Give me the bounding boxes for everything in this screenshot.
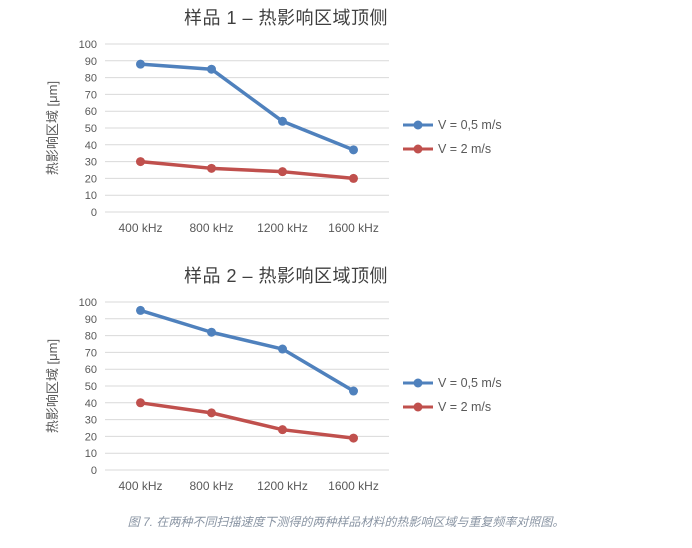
data-point (349, 145, 358, 155)
data-point (207, 64, 216, 74)
y-tick-label: 40 (85, 398, 97, 410)
x-tick-label: 400 kHz (118, 479, 162, 493)
chart-title-sample-2: 样品 2 – 热影响区域顶侧 (183, 266, 389, 286)
chart-sample-1: 样品 1 – 热影响区域顶侧 0 10 20 30 40 50 60 70 80 90 100 热影响… (0, 0, 692, 252)
chart-title-sample-1: 样品 1 – 热影响区域顶侧 (183, 8, 389, 28)
data-point (136, 59, 145, 69)
y-tick-label: 50 (85, 123, 97, 135)
x-tick-label: 1600 kHz (328, 479, 379, 493)
y-tick-label: 70 (85, 347, 97, 359)
chart-sample-2: 样品 2 – 热影响区域顶侧 0 10 20 30 40 50 60 70 80 90 100 热影响… (0, 258, 692, 510)
x-tick-label: 1600 kHz (328, 221, 379, 235)
x-tick-label: 800 kHz (189, 479, 233, 493)
x-tick-label: 800 kHz (189, 221, 233, 235)
data-point (136, 157, 145, 167)
y-tick-label: 10 (85, 448, 97, 460)
line-chart-sample-2: 0 10 20 30 40 50 60 70 80 90 100 热影响区域 [μm] 400 kHz 8… (45, 297, 502, 493)
y-tick-label: 30 (85, 415, 97, 427)
y-axis-title: 热影响区域 [μm] (45, 339, 60, 433)
y-tick-label: 60 (85, 106, 97, 118)
y-tick-label: 0 (91, 465, 97, 477)
y-tick-label: 70 (85, 89, 97, 101)
y-tick-label: 10 (85, 190, 97, 202)
y-tick-label: 100 (79, 297, 97, 309)
line-chart-sample-1: 0 10 20 30 40 50 60 70 80 90 100 热影响区域 [μm] 400 kHz 8… (45, 39, 502, 235)
legend-label: V = 0,5 m/s (438, 376, 502, 390)
data-point (349, 386, 358, 396)
legend-marker (413, 402, 423, 412)
y-tick-label: 0 (91, 207, 97, 219)
data-point (278, 344, 287, 354)
y-tick-label: 30 (85, 157, 97, 169)
data-point (136, 305, 145, 315)
legend-label: V = 2 m/s (438, 142, 491, 156)
legend-label: V = 2 m/s (438, 400, 491, 414)
data-point (136, 398, 145, 408)
data-point (349, 173, 358, 183)
data-point (207, 327, 216, 337)
y-tick-label: 40 (85, 140, 97, 152)
y-axis-title: 热影响区域 [μm] (45, 81, 60, 175)
data-point (207, 408, 216, 418)
y-tick-label: 80 (85, 73, 97, 85)
data-point (278, 425, 287, 435)
legend-marker (413, 144, 423, 154)
x-tick-label: 1200 kHz (257, 221, 308, 235)
x-tick-label: 1200 kHz (257, 479, 308, 493)
series-line (138, 159, 356, 181)
series-line (138, 308, 356, 393)
y-tick-label: 20 (85, 431, 97, 443)
x-tick-label: 400 kHz (118, 221, 162, 235)
y-tick-label: 90 (85, 314, 97, 326)
data-point (349, 433, 358, 443)
y-tick-label: 80 (85, 331, 97, 343)
y-tick-label: 100 (79, 39, 97, 51)
series-line (138, 62, 356, 152)
y-tick-label: 20 (85, 173, 97, 185)
y-tick-label: 90 (85, 56, 97, 68)
y-tick-label: 50 (85, 381, 97, 393)
figure-caption: 图 7. 在两种不同扫描速度下测得的两种样品材料的热影响区域与重复频率对照图。 (127, 515, 565, 529)
y-tick-label: 60 (85, 364, 97, 376)
legend-marker (413, 120, 423, 130)
legend-label: V = 0,5 m/s (438, 118, 502, 132)
legend-marker (413, 378, 423, 388)
data-point (207, 163, 216, 173)
series-line (138, 401, 356, 440)
data-point (278, 167, 287, 177)
data-point (278, 116, 287, 126)
